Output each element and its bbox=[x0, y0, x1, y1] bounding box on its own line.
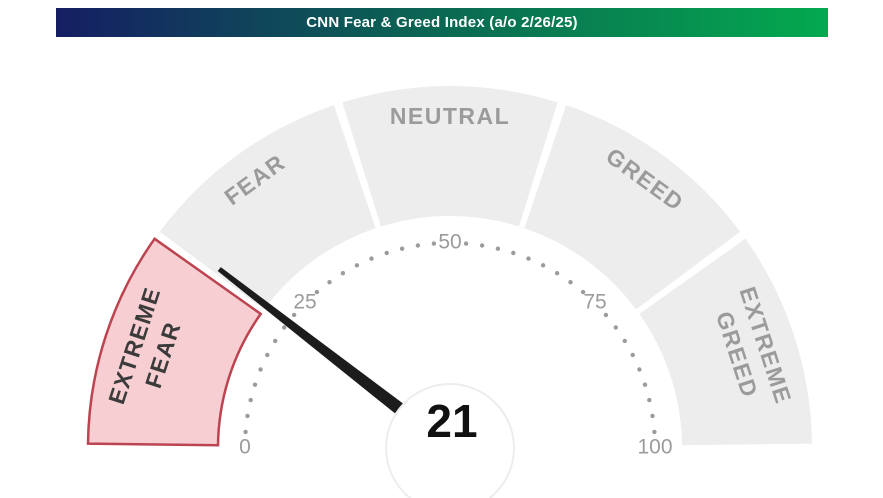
gauge-tick-dot bbox=[526, 256, 531, 261]
gauge-tick-label: 0 bbox=[239, 436, 251, 459]
gauge-needle-layer bbox=[217, 267, 455, 454]
gauge-tick-label: 75 bbox=[583, 291, 606, 314]
gauge-tick-dot bbox=[622, 338, 627, 344]
gauge-tick-dot bbox=[603, 312, 609, 318]
gauge-tick-dot bbox=[265, 352, 270, 358]
gauge-segment-neutral bbox=[342, 86, 558, 227]
gauge-tick-dot bbox=[511, 250, 516, 256]
gauge-tick-dot bbox=[568, 280, 573, 285]
gauge-tick-dot bbox=[243, 429, 248, 435]
gauge-tick-dot bbox=[415, 243, 421, 248]
gauge-tick-dot bbox=[291, 312, 297, 318]
gauge-tick-dot bbox=[642, 382, 648, 387]
header-title: CNN Fear & Greed Index (a/o 2/26/25) bbox=[306, 14, 578, 31]
gauge-needle bbox=[217, 267, 455, 454]
gauge-tick-dot bbox=[495, 246, 501, 251]
gauge-tick-dot bbox=[650, 413, 655, 419]
needle-hub bbox=[385, 383, 515, 498]
gauge-tick-dot bbox=[399, 246, 405, 251]
gauge-tick-dot bbox=[652, 429, 657, 435]
gauge-tick-label: 100 bbox=[637, 436, 672, 459]
gauge-tick-dot bbox=[463, 241, 469, 246]
gauge-tick-dot bbox=[431, 241, 437, 246]
gauge-tick-dot bbox=[647, 397, 652, 403]
gauge-tick-dot bbox=[248, 397, 253, 403]
gauge-tick-dot bbox=[354, 263, 360, 268]
gauge-tick-dot bbox=[258, 367, 263, 372]
gauge-tick-dot bbox=[252, 382, 258, 387]
gauge-value: 21 bbox=[426, 395, 477, 447]
gauge-tick-dot bbox=[580, 289, 586, 295]
gauge-tick-dot bbox=[273, 338, 278, 344]
gauge-ticks-layer: 0 25 50 75 100 bbox=[239, 231, 672, 459]
gauge-segment-extreme-fear bbox=[86, 237, 263, 447]
gauge-segment-label: NEUTRAL bbox=[390, 103, 510, 129]
gauge-tick-dot bbox=[479, 243, 485, 248]
gauge-tick-dot bbox=[282, 325, 287, 330]
gauge-tick-dot bbox=[613, 325, 618, 330]
gauge-tick-dot bbox=[369, 256, 374, 261]
gauge-segment-greed bbox=[524, 105, 741, 310]
gauge-tick-dot bbox=[540, 263, 546, 268]
gauge-tick-dot bbox=[314, 289, 320, 295]
gauge-segment-fear bbox=[159, 105, 376, 310]
gauge-tick-dot bbox=[245, 413, 250, 419]
gauge-tick-label: 50 bbox=[438, 231, 461, 254]
gauge-tick-dot bbox=[637, 367, 642, 372]
header-bar: CNN Fear & Greed Index (a/o 2/26/25) bbox=[56, 8, 828, 37]
gauge-segment-extreme-greed bbox=[639, 238, 812, 446]
gauge-tick-dot bbox=[630, 352, 635, 358]
gauge-tick-dot bbox=[384, 250, 389, 256]
gauge-tick-dot bbox=[554, 271, 560, 276]
gauge-tick-dot bbox=[327, 280, 332, 285]
gauge-tick-dot bbox=[340, 271, 346, 276]
gauge-tick-label: 25 bbox=[293, 291, 316, 314]
